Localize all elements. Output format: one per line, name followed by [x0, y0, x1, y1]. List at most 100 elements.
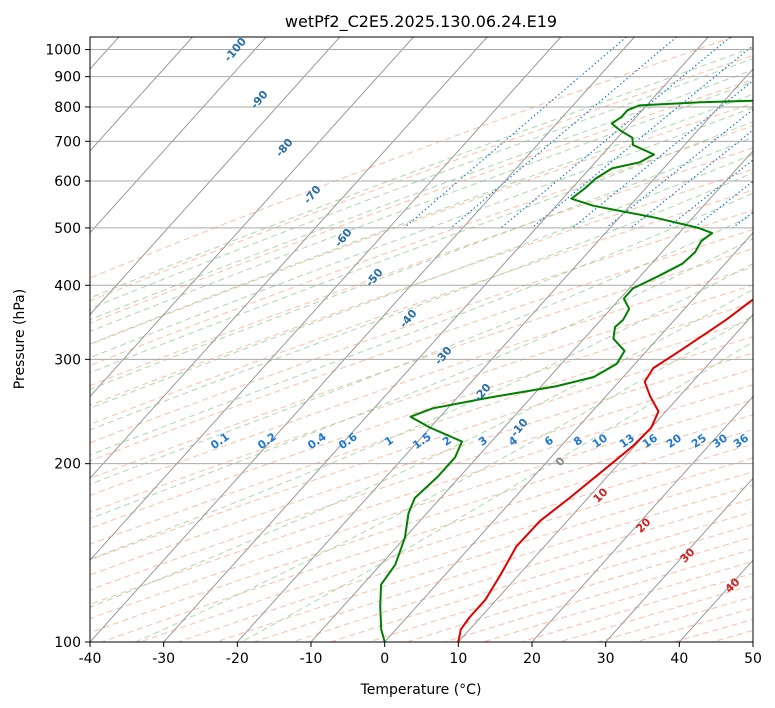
y-tick-label: 400	[54, 278, 81, 294]
moist-adiabat	[90, 106, 753, 359]
x-tick-label: 10	[449, 651, 467, 667]
moist-adiabat-label: -40	[397, 307, 420, 331]
y-axis-ticks: 100 200 300 400 500 600 700 800 900 1000	[45, 43, 90, 651]
isotherm-line	[531, 395, 753, 642]
x-tick-label: 50	[744, 651, 762, 667]
moist-adiabat	[90, 57, 753, 310]
mixing-ratio-label: 0.1	[208, 430, 231, 452]
y-axis-label: Pressure (hPa)	[12, 289, 28, 389]
dry-adiabat	[90, 54, 753, 302]
dry-adiabat	[90, 336, 753, 561]
isotherm-line	[90, 37, 488, 480]
moist-adiabat-label: -30	[432, 344, 455, 368]
y-tick-label: 1000	[45, 43, 81, 59]
isotherm-line	[90, 37, 414, 398]
dry-adiabat	[90, 266, 753, 497]
y-tick-label: 800	[54, 100, 81, 116]
moist-adiabat-label: -60	[332, 226, 355, 250]
moist-adiabat	[90, 121, 753, 374]
line-labels: 0.1 0.2 0.4 0.6 1 1.5 2 3 4 6 8 10 13 16 20 25 30 36-100-…	[208, 37, 751, 596]
dry-adiabat	[444, 548, 753, 642]
dry-adiabat	[90, 102, 753, 346]
moist-adiabat-label: -50	[363, 266, 386, 290]
temperature-profile	[457, 298, 753, 642]
x-tick-label: 40	[670, 651, 688, 667]
plot-area: 0.1 0.2 0.4 0.6 1 1.5 2 3 4 6 8 10 13 16 20 25 30 36-100-…	[90, 37, 775, 642]
mixing-ratio-label: 0.4	[305, 430, 329, 452]
moist-adiabat	[90, 288, 753, 608]
isotherm-line	[90, 37, 635, 642]
y-tick-label: 300	[54, 352, 81, 368]
dry-adiabat-label: 20	[634, 515, 654, 535]
isotherm-line	[236, 68, 753, 642]
isotherm-line	[90, 37, 193, 152]
dry-adiabat	[90, 209, 753, 444]
dry-adiabat-label: 40	[723, 575, 743, 595]
mixing-ratio-label: 20	[664, 431, 684, 451]
mixing-ratio-label: 16	[640, 431, 660, 451]
moist-adiabat	[90, 47, 753, 299]
moist-adiabat	[90, 238, 753, 520]
moist-adiabat	[90, 69, 753, 321]
y-tick-label: 100	[54, 635, 81, 651]
background-lines	[90, 37, 775, 642]
moist-adiabat	[90, 172, 753, 431]
dry-adiabat	[90, 302, 753, 529]
mixing-ratio-label: 30	[710, 431, 730, 451]
dry-adiabat	[90, 168, 753, 406]
dry-adiabat	[90, 229, 753, 462]
moist-adiabat-label: -70	[301, 183, 324, 207]
mixing-ratio-line	[693, 180, 753, 229]
isotherm-line	[90, 37, 341, 316]
dry-adiabat	[90, 189, 753, 425]
dry-adiabat-label: 30	[678, 545, 698, 565]
mixing-ratio-label: 3	[476, 434, 490, 449]
mixing-ratio-line	[630, 129, 753, 229]
pressure-grid	[90, 49, 753, 642]
moist-adiabat-label: -80	[273, 136, 296, 160]
mixing-ratio-line	[450, 37, 677, 229]
mixing-ratio-line	[500, 37, 731, 229]
isotherm-line	[163, 37, 709, 642]
dry-adiabat	[406, 536, 753, 642]
dry-adiabat	[90, 79, 753, 324]
mixing-ratio-line	[605, 108, 753, 229]
moist-adiabat-label: 0	[553, 454, 568, 468]
mixing-ratio-label: 1.5	[410, 430, 433, 452]
dry-adiabat	[90, 414, 753, 634]
dewpoint-profile	[379, 99, 753, 642]
moist-adiabat-label: -90	[248, 88, 271, 112]
x-tick-label: 20	[523, 651, 541, 667]
mixing-ratio-line	[572, 79, 753, 229]
moist-adiabat	[90, 153, 753, 409]
moist-adiabat	[241, 341, 753, 642]
dry-adiabat	[368, 523, 753, 642]
dry-adiabat	[90, 248, 753, 479]
isotherm-line	[310, 150, 753, 642]
mixing-ratio-line	[761, 37, 775, 228]
y-tick-label: 500	[54, 221, 81, 237]
y-tick-label: 700	[54, 134, 81, 150]
x-tick-label: -20	[226, 651, 249, 667]
mixing-ratio-label: 10	[590, 431, 610, 451]
dry-adiabat	[90, 125, 753, 367]
moist-adiabat	[90, 214, 753, 485]
moist-adiabat	[90, 81, 753, 333]
isotherm-line	[90, 37, 562, 561]
dry-adiabat	[90, 319, 753, 545]
mixing-ratio-label: 2	[440, 434, 454, 449]
mixing-ratio-line	[666, 159, 753, 229]
mixing-ratio-label: 13	[617, 431, 637, 450]
y-tick-label: 600	[54, 174, 81, 190]
x-tick-label: -30	[152, 651, 175, 667]
x-axis-ticks: -40 -30 -20 -10 0 10 20 30 40 50	[79, 642, 762, 667]
mixing-ratio-label: 1	[382, 434, 396, 449]
plot-frame	[89, 36, 754, 643]
mixing-ratio-label: 36	[731, 431, 751, 451]
x-tick-label: 0	[380, 651, 389, 667]
isotherm-line	[605, 477, 753, 642]
dry-adiabat	[90, 284, 753, 513]
moist-adiabat	[90, 93, 753, 345]
dry-adiabat	[521, 572, 753, 642]
